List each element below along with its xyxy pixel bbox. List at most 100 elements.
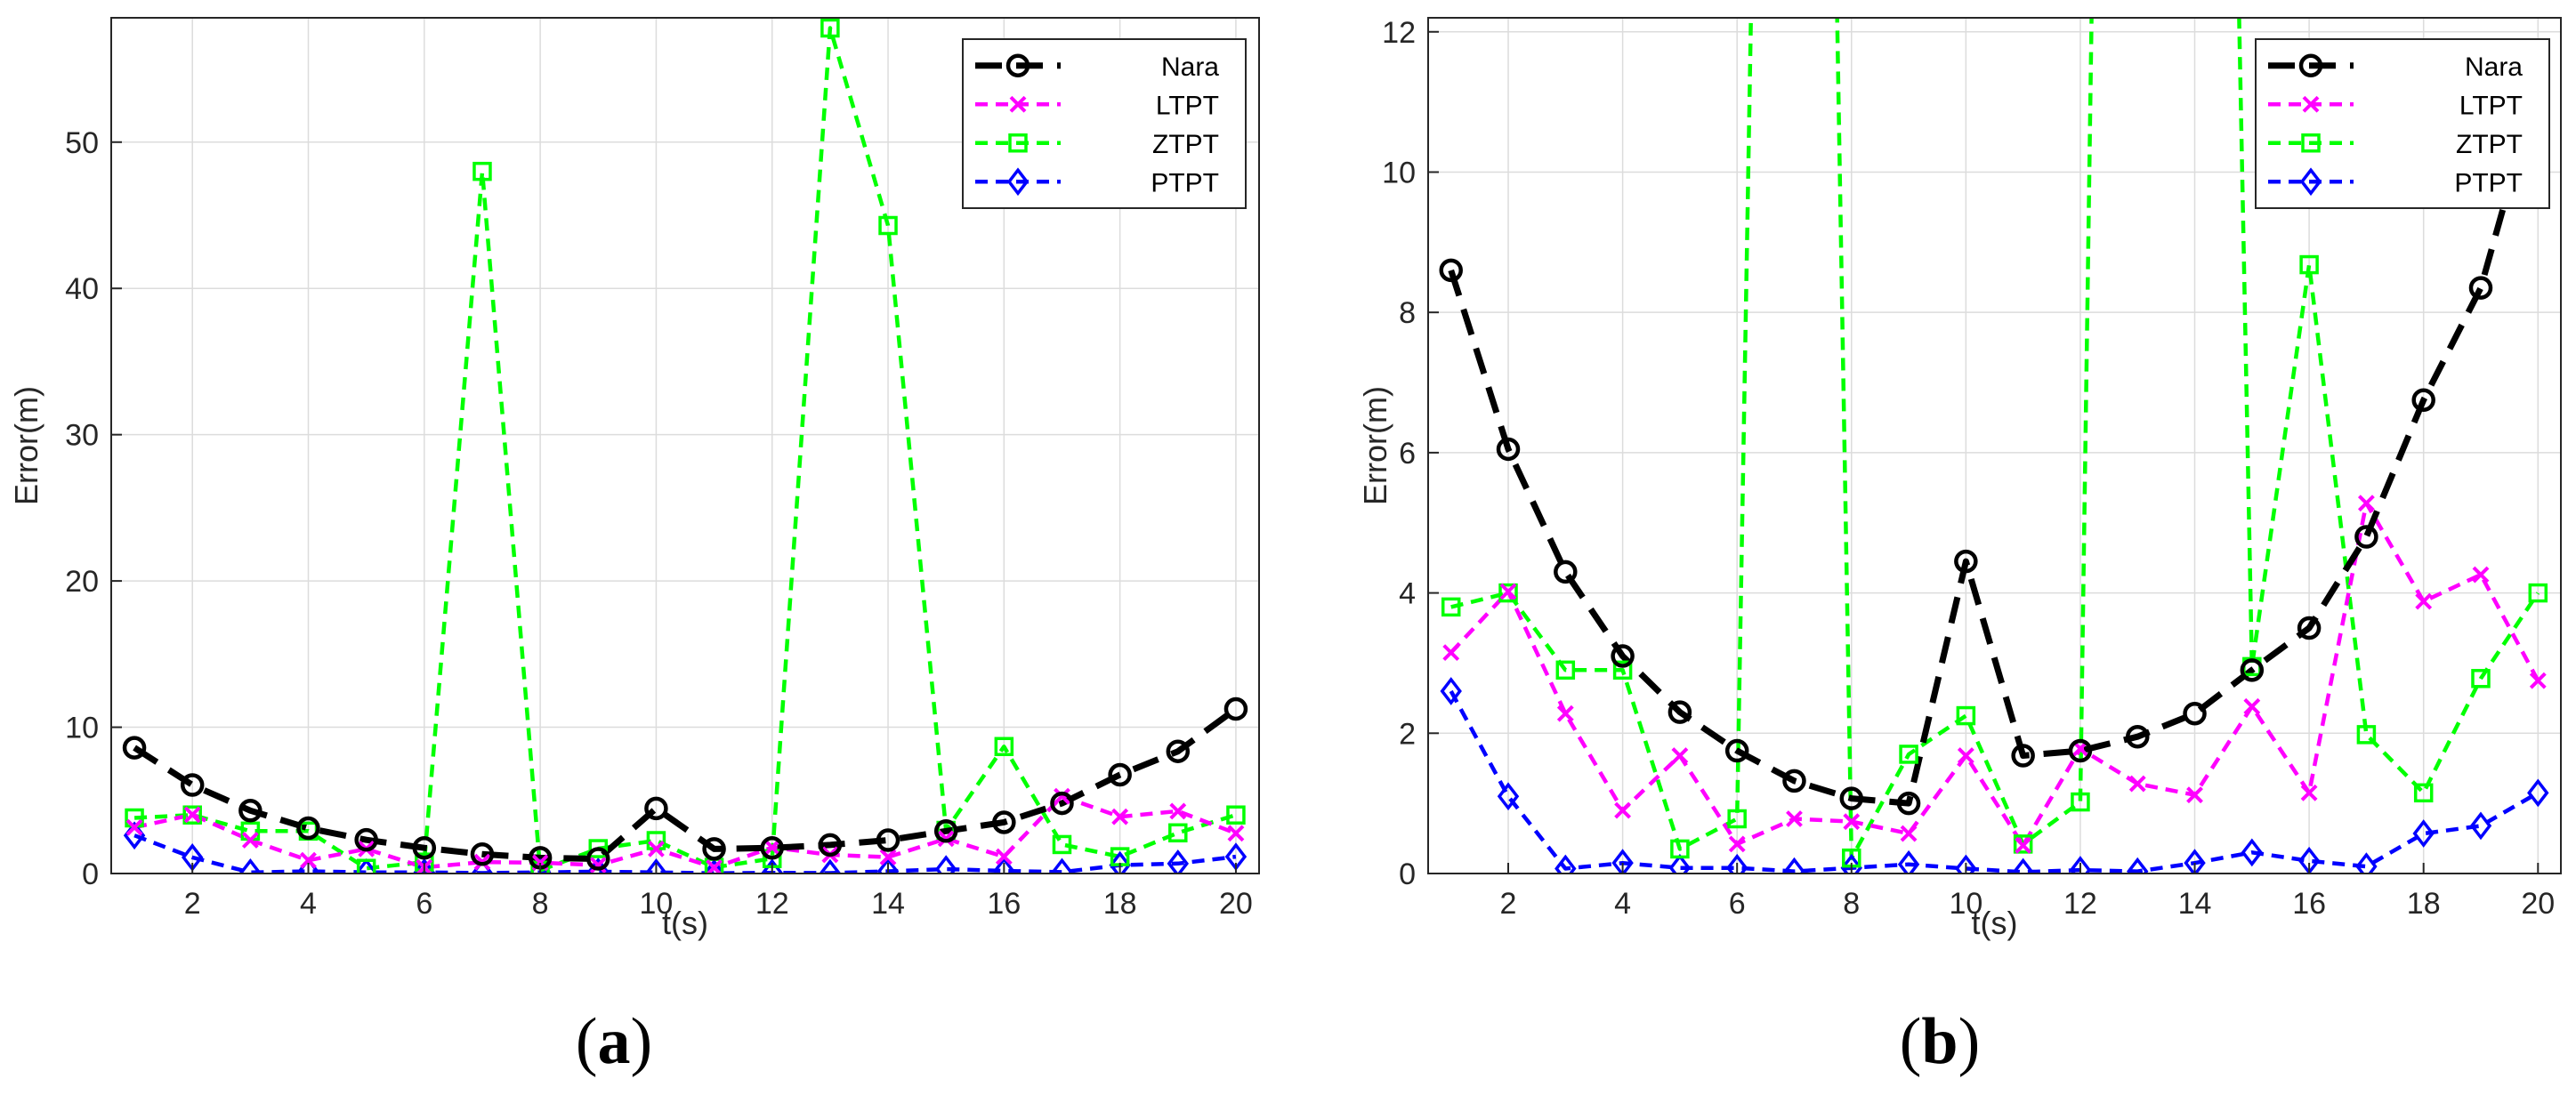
point-nara-b	[2240, 658, 2265, 682]
point-ltpt-a	[1054, 787, 1070, 805]
point-ptpt-a	[645, 857, 667, 874]
x-tick-label-a: 16	[987, 887, 1021, 921]
point-ltpt-b	[1786, 810, 1803, 827]
x-tick-label-a: 10	[640, 887, 674, 921]
point-ztpt-a	[994, 737, 1014, 757]
point-ltpt-a	[1227, 825, 1245, 842]
point-ltpt-b	[2357, 495, 2375, 512]
point-ltpt-b	[1671, 747, 1689, 764]
point-ptpt-b	[1955, 854, 1977, 874]
legend-marker-ztpt-b	[2301, 133, 2321, 153]
point-ptpt-b	[2012, 857, 2034, 874]
point-nara-a	[354, 827, 378, 852]
y-tick-label-b: 12	[1382, 16, 1416, 50]
point-ztpt-b	[1498, 583, 1518, 603]
point-nara-b	[1954, 549, 1978, 574]
y-tick-label-a: 0	[82, 857, 99, 891]
point-ltpt-b	[2472, 566, 2490, 584]
point-ltpt-b	[1499, 583, 1517, 600]
point-ptpt-a	[819, 858, 842, 874]
point-nara-b	[2354, 525, 2378, 549]
x-tick-label-a: 12	[755, 887, 789, 921]
subfig-open-a: (	[576, 1005, 598, 1078]
point-ptpt-a	[876, 857, 900, 874]
point-ltpt-b	[1728, 835, 1746, 853]
legend-a: Nara LTPT ZTPT PTPT	[962, 38, 1247, 209]
y-tick-label-b: 0	[1399, 857, 1416, 891]
point-ztpt-a	[182, 805, 202, 825]
series-line-nara-b	[1448, 83, 2541, 807]
x-tick-label-a: 18	[1103, 887, 1137, 921]
y-tick-label-a: 10	[65, 712, 99, 745]
point-nara-a	[412, 835, 437, 860]
x-tick-label-a: 2	[184, 887, 201, 921]
point-ptpt-b	[1840, 853, 1862, 874]
point-ltpt-a	[1111, 808, 1129, 825]
panel-a: 2 4 6 8 10 12 14 16 18 20 0 10 20 30 40 50 t(s) Error(…	[8, 17, 1260, 1078]
point-ltpt-b	[2128, 775, 2146, 793]
subfig-letter-b: b	[1921, 1005, 1958, 1078]
point-ptpt-b	[1783, 857, 1805, 874]
point-nara-b	[1496, 437, 1521, 462]
point-ltpt-b	[2243, 697, 2261, 715]
plot-frame-a	[110, 17, 1260, 874]
series-markers-b	[1439, 72, 2550, 874]
point-ptpt-b	[2127, 857, 2149, 874]
x-tick-label-b: 16	[2292, 887, 2326, 921]
point-ltpt-b	[1843, 813, 1861, 831]
point-ztpt-b	[2413, 783, 2434, 803]
point-nara-b	[1668, 700, 1692, 724]
subfig-close-a: )	[631, 1005, 653, 1078]
legend-marker-nara-b	[2298, 53, 2323, 77]
legend-marker-ltpt-a	[1009, 95, 1027, 113]
y-axis-label-a: Error(m)	[8, 386, 44, 505]
x-tick-label-a: 4	[300, 887, 317, 921]
point-ptpt-b	[1897, 849, 1920, 874]
legend-marker-ptpt-a	[1006, 167, 1030, 197]
point-ltpt-a	[995, 848, 1013, 865]
subfig-letter-a: a	[598, 1005, 631, 1078]
y-tick-label-b: 10	[1382, 156, 1416, 189]
point-nara-b	[1839, 786, 1864, 810]
point-ptpt-b	[2184, 849, 2206, 874]
x-tick-label-a: 8	[532, 887, 549, 921]
subfig-close-b: )	[1958, 1005, 1981, 1078]
point-nara-a	[702, 837, 726, 861]
subfig-open-b: (	[1900, 1005, 1922, 1078]
legend-label-nara-b: Nara	[2465, 52, 2523, 82]
x-ticks-a: 2 4 6 8 10 12 14 16 18 20	[184, 863, 1253, 921]
point-nara-a	[122, 736, 147, 760]
point-ptpt-a	[1051, 857, 1073, 874]
point-nara-a	[644, 796, 668, 821]
point-nara-a	[818, 833, 843, 857]
point-ltpt-a	[1169, 802, 1187, 820]
x-tick-label-a: 14	[871, 887, 905, 921]
point-ltpt-a	[589, 857, 607, 874]
point-ztpt-b	[1670, 839, 1690, 859]
x-tick-label-b: 12	[2063, 887, 2097, 921]
point-nara-b	[2125, 724, 2150, 749]
x-tick-label-b: 6	[1729, 887, 1746, 921]
point-nara-b	[2297, 616, 2322, 640]
point-nara-b	[2011, 744, 2035, 768]
point-ltpt-a	[763, 839, 781, 857]
point-nara-a	[180, 773, 205, 797]
x-tick-label-b: 20	[2521, 887, 2555, 921]
legend-label-ztpt-b: ZTPT	[2456, 130, 2523, 159]
point-ltpt-b	[1442, 644, 1460, 662]
x-tick-label-b: 18	[2407, 887, 2441, 921]
y-axis-label-b: Error(m)	[1357, 386, 1393, 505]
point-ptpt-b	[1611, 849, 1634, 874]
point-nara-b	[2411, 388, 2435, 412]
point-ltpt-b	[1900, 825, 1918, 842]
point-nara-b	[1554, 560, 1578, 584]
x-tick-label-a: 20	[1219, 887, 1253, 921]
panel-b: 2 4 6 8 10 12 14 16 18 20 0 2 4 6 8 10 12 t(s) Error(m)…	[1357, 16, 2562, 1078]
point-ptpt-a	[934, 855, 957, 874]
point-nara-a	[1166, 739, 1191, 763]
subfigure-label-b: (b)	[1900, 1005, 1980, 1078]
y-tick-label-a: 50	[65, 126, 99, 160]
point-nara-b	[1611, 644, 1635, 668]
point-nara-a	[296, 816, 320, 841]
